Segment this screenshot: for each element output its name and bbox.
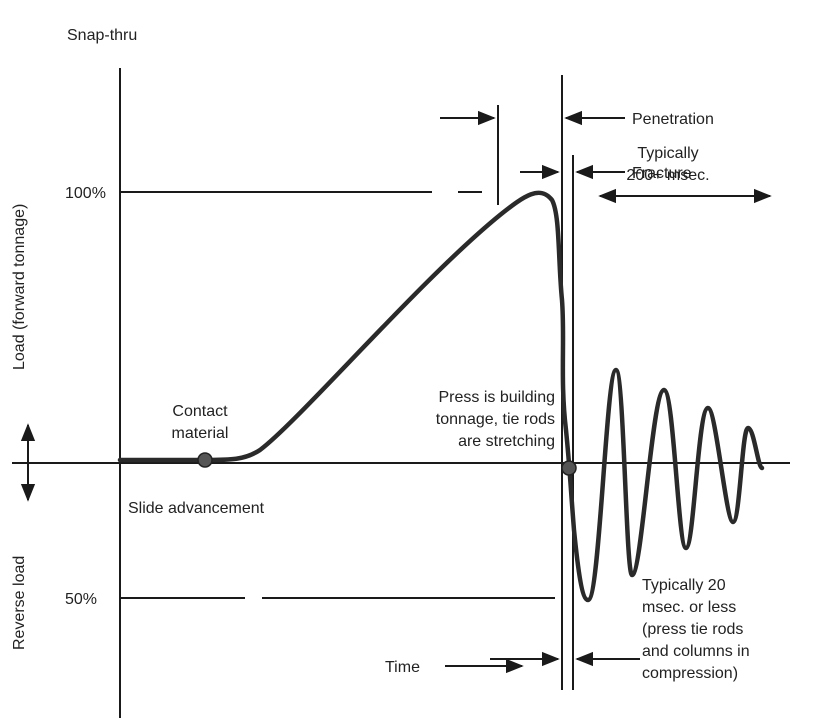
- title: Snap-thru: [67, 27, 137, 44]
- y-label-bottom: Reverse load: [11, 556, 28, 650]
- note-line: compression): [642, 665, 738, 682]
- fracture-point: [561, 460, 577, 476]
- penetration-label: Penetration: [632, 111, 714, 128]
- note-line: (press tie rods: [642, 621, 743, 638]
- note-line: msec. or less: [642, 599, 736, 616]
- note-line: Press is building: [439, 389, 556, 406]
- level-label: 100%: [65, 185, 106, 202]
- load-curve: [117, 190, 765, 603]
- y-label-top: Load (forward tonnage): [11, 204, 28, 370]
- fracture-label: Fracture: [632, 165, 692, 182]
- contact-point: [197, 452, 213, 468]
- slide-label: Slide advancement: [128, 500, 265, 517]
- note-line: 200+ msec.: [626, 167, 709, 184]
- level-label: 50%: [65, 591, 97, 608]
- note-line: tonnage, tie rods: [436, 411, 555, 428]
- note-line: and columns in: [642, 643, 750, 660]
- note-line: are stretching: [458, 433, 555, 450]
- note-line: material: [172, 425, 229, 442]
- note-line: Typically: [637, 145, 698, 162]
- time-label: Time: [385, 659, 420, 676]
- note-line: Contact: [172, 403, 228, 420]
- note-line: Typically 20: [642, 577, 726, 594]
